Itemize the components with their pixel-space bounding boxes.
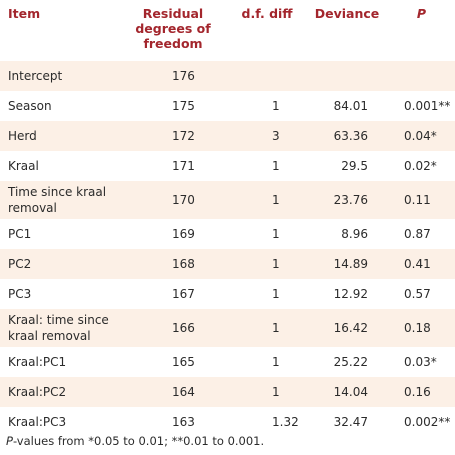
table-body: Intercept 176 Season 175 1 84.01 0.001** Herd 17… (0, 61, 455, 437)
table-row: Kraal 171 1 29.5 0.02* (0, 151, 455, 181)
table-row: PC1 169 1 8.96 0.87 (0, 219, 455, 249)
cell-df-diff: 1.32 (272, 415, 299, 429)
cell-df-diff: 1 (272, 99, 280, 113)
header-item: Item (8, 6, 41, 21)
cell-df-diff: 1 (272, 159, 280, 173)
deviance-table: Item Residual degrees of freedom d.f. di… (0, 0, 455, 437)
cell-df-diff: 1 (272, 193, 280, 207)
cell-residual-df: 172 (172, 129, 195, 143)
cell-residual-df: 176 (172, 69, 195, 83)
cell-residual-df: 164 (172, 385, 195, 399)
cell-item: Herd (8, 129, 37, 143)
table-row: Kraal:PC1 165 1 25.22 0.03* (0, 347, 455, 377)
cell-deviance (306, 61, 388, 91)
table-row: Season 175 1 84.01 0.001** (0, 91, 455, 121)
cell-deviance: 84.01 (333, 99, 368, 113)
cell-item: Kraal:PC2 (8, 385, 67, 399)
cell-deviance: 63.36 (333, 129, 368, 143)
cell-item: Kraal:PC1 (8, 355, 67, 369)
cell-item: Kraal:PC3 (8, 415, 67, 429)
table-row: PC2 168 1 14.89 0.41 (0, 249, 455, 279)
cell-p-value: 0.18 (404, 321, 431, 335)
table-row: Intercept 176 (0, 61, 455, 91)
footnote-p-symbol: P (6, 434, 13, 448)
cell-p-value: 0.41 (404, 257, 431, 271)
table-header-row: Item Residual degrees of freedom d.f. di… (0, 0, 455, 61)
cell-item: PC3 (8, 287, 32, 301)
table-row: Herd 172 3 63.36 0.04* (0, 121, 455, 151)
cell-df-diff (228, 61, 306, 91)
cell-p-value: 0.11 (404, 193, 431, 207)
cell-p-value: 0.03* (404, 355, 437, 369)
table-row: Kraal:PC3 163 1.32 32.47 0.002** (0, 407, 455, 437)
cell-residual-df: 167 (172, 287, 195, 301)
cell-p-value: 0.87 (404, 227, 431, 241)
cell-p-value: 0.001** (404, 99, 451, 113)
header-p-value: P (416, 6, 427, 21)
cell-p-value: 0.16 (404, 385, 431, 399)
cell-df-diff: 1 (272, 385, 280, 399)
cell-residual-df: 175 (172, 99, 195, 113)
cell-deviance: 23.76 (333, 193, 368, 207)
header-df-diff: d.f. diff (241, 6, 293, 21)
cell-deviance: 12.92 (333, 287, 368, 301)
cell-df-diff: 1 (272, 227, 280, 241)
header-residual-df: Residual degrees of freedom (135, 6, 211, 51)
cell-df-diff: 1 (272, 355, 280, 369)
cell-residual-df: 170 (172, 193, 195, 207)
cell-df-diff: 1 (272, 257, 280, 271)
cell-item: Time since kraal removal (8, 185, 107, 215)
cell-deviance: 14.89 (333, 257, 368, 271)
cell-p-value: 0.02* (404, 159, 437, 173)
cell-item: PC2 (8, 257, 32, 271)
header-deviance: Deviance (314, 6, 380, 21)
footnote-text: -values from *0.05 to 0.01; **0.01 to 0.… (12, 434, 265, 448)
cell-p-value (388, 61, 455, 91)
cell-residual-df: 165 (172, 355, 195, 369)
cell-item: Intercept (8, 69, 63, 83)
cell-residual-df: 163 (172, 415, 195, 429)
cell-deviance: 29.5 (341, 159, 368, 173)
cell-residual-df: 168 (172, 257, 195, 271)
cell-item: PC1 (8, 227, 32, 241)
cell-deviance: 25.22 (333, 355, 368, 369)
cell-residual-df: 166 (172, 321, 195, 335)
cell-df-diff: 1 (272, 321, 280, 335)
cell-p-value: 0.57 (404, 287, 431, 301)
cell-deviance: 14.04 (333, 385, 368, 399)
cell-residual-df: 169 (172, 227, 195, 241)
cell-item: Kraal (8, 159, 39, 173)
cell-df-diff: 1 (272, 287, 280, 301)
cell-p-value: 0.04* (404, 129, 437, 143)
table-row: PC3 167 1 12.92 0.57 (0, 279, 455, 309)
cell-item: Season (8, 99, 52, 113)
cell-item: Kraal: time since kraal removal (8, 313, 109, 343)
cell-df-diff: 3 (272, 129, 280, 143)
cell-residual-df: 171 (172, 159, 195, 173)
table-row: Time since kraal removal 170 1 23.76 0.11 (0, 181, 455, 219)
table-row: Kraal:PC2 164 1 14.04 0.16 (0, 377, 455, 407)
cell-deviance: 32.47 (333, 415, 368, 429)
table-footnote: P-values from *0.05 to 0.01; **0.01 to 0… (6, 434, 264, 448)
cell-deviance: 8.96 (341, 227, 368, 241)
table-row: Kraal: time since kraal removal 166 1 16.42… (0, 309, 455, 347)
cell-deviance: 16.42 (333, 321, 368, 335)
cell-p-value: 0.002** (404, 415, 451, 429)
